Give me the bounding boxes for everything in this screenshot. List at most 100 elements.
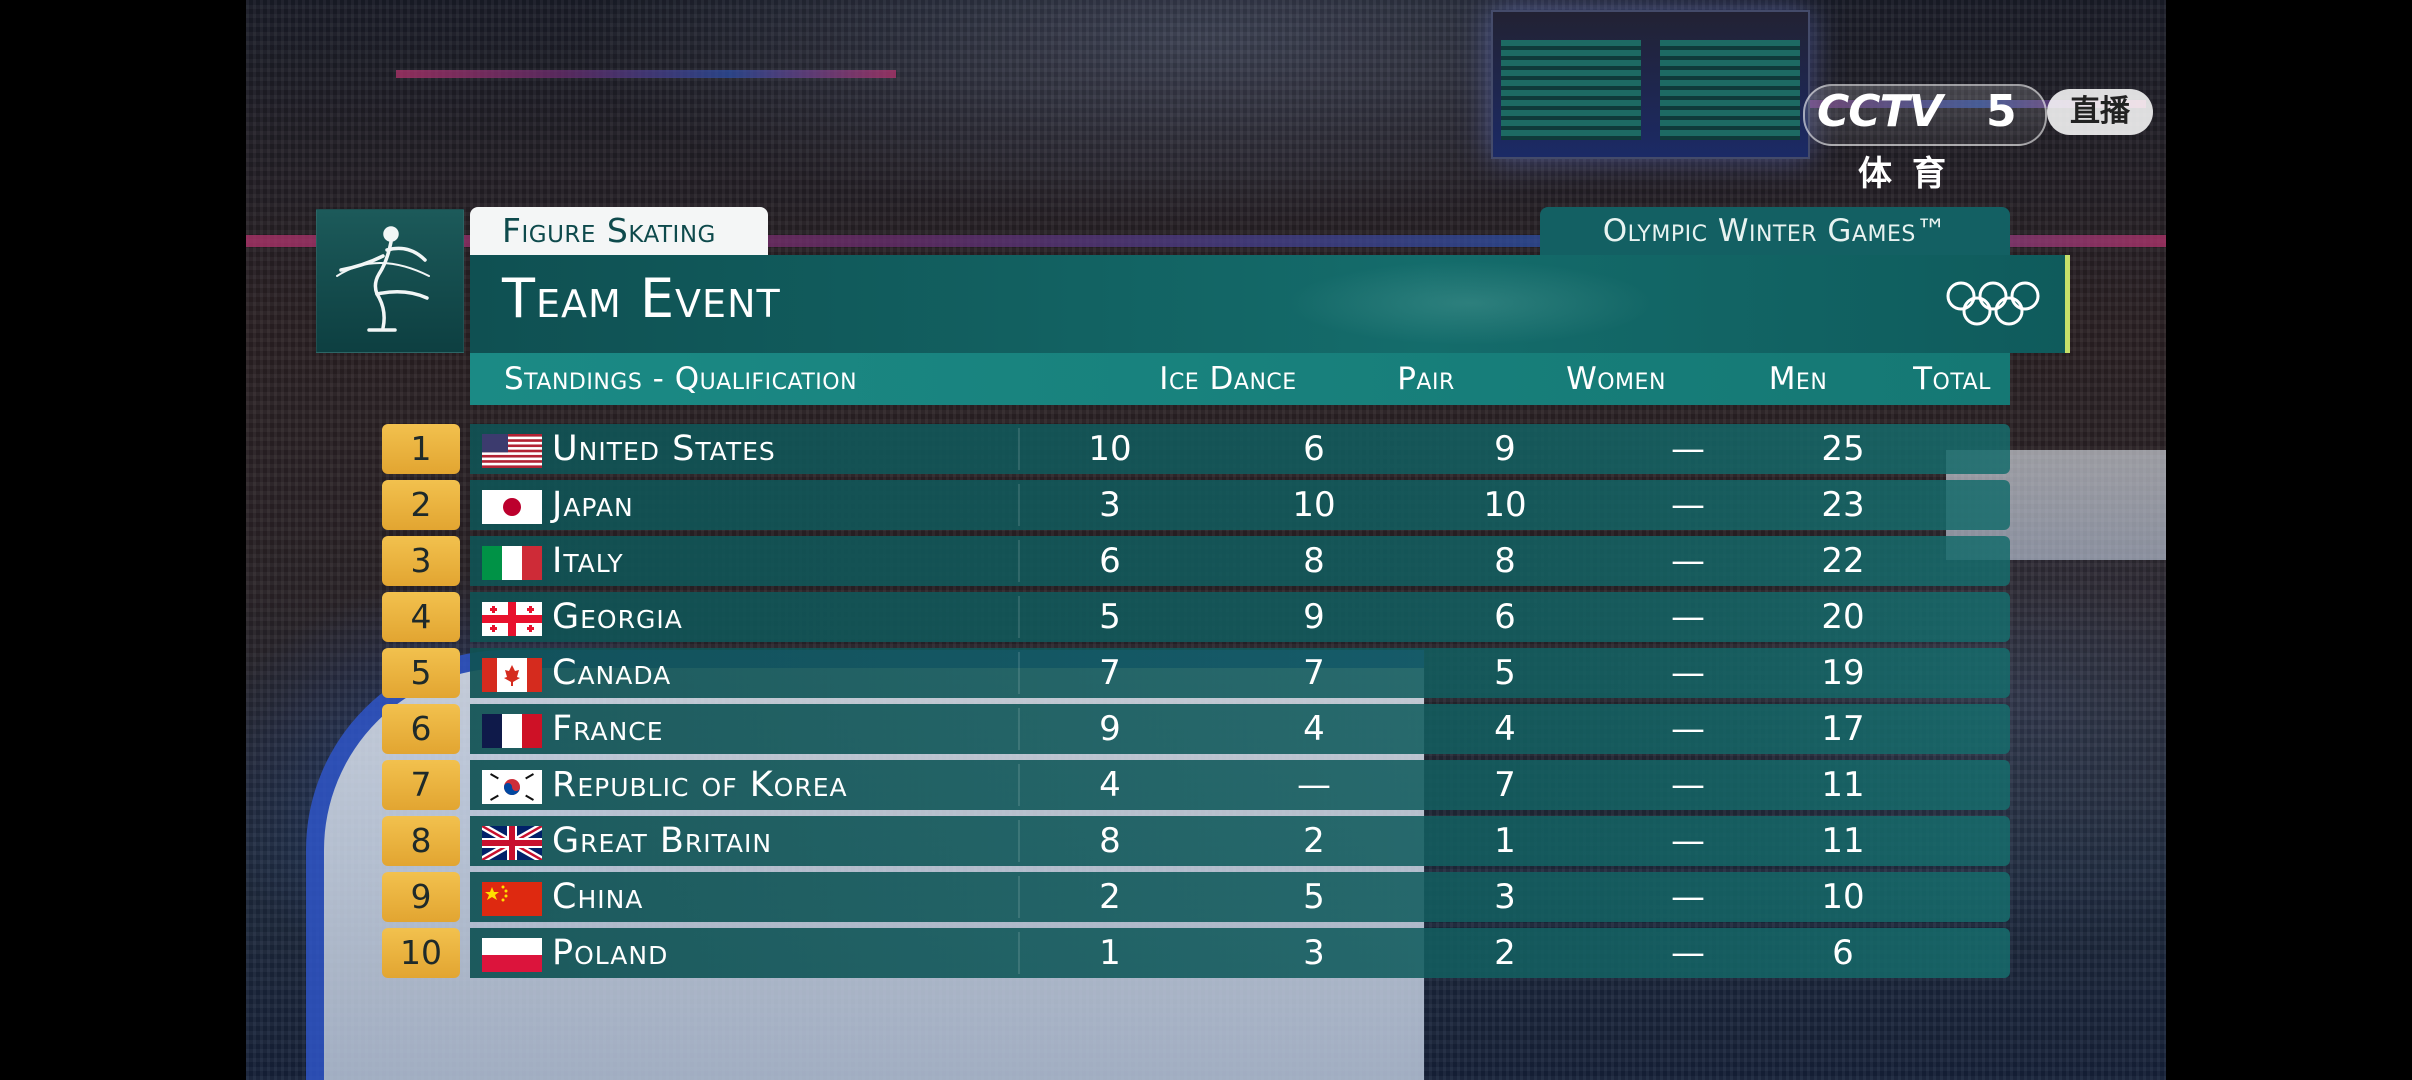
row-divider [1018,876,1020,918]
rank-badge: 10 [382,928,460,978]
channel-subtitle: 体育 [1858,154,1966,194]
col-header-ice-dance: Ice Dance [1159,361,1297,397]
score-pair: 7 [1303,653,1325,693]
sport-icon-box [316,209,464,353]
score-ice-dance: 8 [1099,821,1121,861]
rank-badge: 4 [382,592,460,642]
channel-number: 5 [1986,86,2017,137]
score-pair: 8 [1303,541,1325,581]
table-row: Japan 3 10 10 — 23 [470,480,2010,530]
score-ice-dance: 1 [1099,933,1121,973]
standings-header: Standings - Qualification Ice Dance Pair… [470,353,2010,405]
score-pair: 6 [1303,429,1325,469]
score-men: — [1671,541,1705,581]
games-tab: Olympic Winter Games™ [1540,207,2010,255]
arena-banner [396,70,896,78]
score-ice-dance: 2 [1099,877,1121,917]
rank-badge: 8 [382,816,460,866]
score-women: 2 [1494,933,1516,973]
score-men: — [1671,765,1705,805]
olympic-rings-icon [1946,281,2040,326]
score-ice-dance: 10 [1088,429,1132,469]
flag-icon-us [482,434,542,468]
country-name: Poland [552,933,669,973]
score-ice-dance: 9 [1099,709,1121,749]
score-pair: 9 [1303,597,1325,637]
col-header-men: Men [1768,361,1828,397]
score-women: 7 [1494,765,1516,805]
score-women: 4 [1494,709,1516,749]
live-badge: 直播 [2047,89,2153,135]
score-total: 11 [1821,821,1865,861]
score-total: 10 [1821,877,1865,917]
country-name: France [552,709,664,749]
score-pair: 4 [1303,709,1325,749]
score-men: — [1671,709,1705,749]
standings-label: Standings - Qualification [504,361,858,397]
score-total: 19 [1821,653,1865,693]
score-men: — [1671,933,1705,973]
rank-badge: 5 [382,648,460,698]
score-ice-dance: 5 [1099,597,1121,637]
flag-icon-kr [482,770,542,804]
flag-icon-ge [482,602,542,636]
flag-icon-ca [482,658,542,692]
score-ice-dance: 3 [1099,485,1121,525]
row-divider [1018,428,1020,470]
col-header-women: Women [1566,361,1666,397]
country-name: Italy [552,541,624,581]
row-divider [1018,764,1020,806]
row-divider [1018,708,1020,750]
country-name: Republic of Korea [552,765,848,805]
score-men: — [1671,821,1705,861]
score-men: — [1671,877,1705,917]
table-row: Italy 6 8 8 — 22 [470,536,2010,586]
score-women: 6 [1494,597,1516,637]
rank-badge: 7 [382,760,460,810]
score-women: 1 [1494,821,1516,861]
cctv-logo-text: CCTV [1817,86,1943,137]
table-row: France 9 4 4 — 17 [470,704,2010,754]
table-row: Republic of Korea 4 — 7 — 11 [470,760,2010,810]
score-total: 6 [1832,933,1854,973]
rank-badge: 3 [382,536,460,586]
col-header-total: Total [1913,361,1991,397]
score-total: 11 [1821,765,1865,805]
flag-icon-cn [482,882,542,916]
table-row: Great Britain 8 2 1 — 11 [470,816,2010,866]
score-men: — [1671,485,1705,525]
country-name: Canada [552,653,672,693]
score-total: 22 [1821,541,1865,581]
table-row: United States 10 6 9 — 25 [470,424,2010,474]
score-men: — [1671,653,1705,693]
cctv-logo-box [1803,84,2047,146]
score-total: 20 [1821,597,1865,637]
flag-icon-pl [482,938,542,972]
title-bar: Team Event [470,255,2070,353]
flag-icon-jp [482,490,542,524]
score-men: — [1671,597,1705,637]
score-pair: 5 [1303,877,1325,917]
score-pair: — [1297,765,1331,805]
row-divider [1018,484,1020,526]
score-ice-dance: 7 [1099,653,1121,693]
rank-badge: 1 [382,424,460,474]
table-row: Poland 1 3 2 — 6 [470,928,2010,978]
table-row: China 2 5 3 — 10 [470,872,2010,922]
score-pair: 2 [1303,821,1325,861]
jumbotron-screen [1660,40,1800,140]
rank-badge: 2 [382,480,460,530]
score-women: 10 [1483,485,1527,525]
country-name: Georgia [552,597,683,637]
arena-banner [1646,100,2146,108]
score-women: 8 [1494,541,1516,581]
score-ice-dance: 4 [1099,765,1121,805]
flag-icon-gb [482,826,542,860]
score-total: 23 [1821,485,1865,525]
score-pair: 10 [1292,485,1336,525]
flag-icon-it [482,546,542,580]
sport-tab: Figure Skating [470,207,768,255]
jumbotron-screen [1501,40,1641,140]
event-title: Team Event [502,267,781,330]
country-name: Japan [552,485,634,525]
